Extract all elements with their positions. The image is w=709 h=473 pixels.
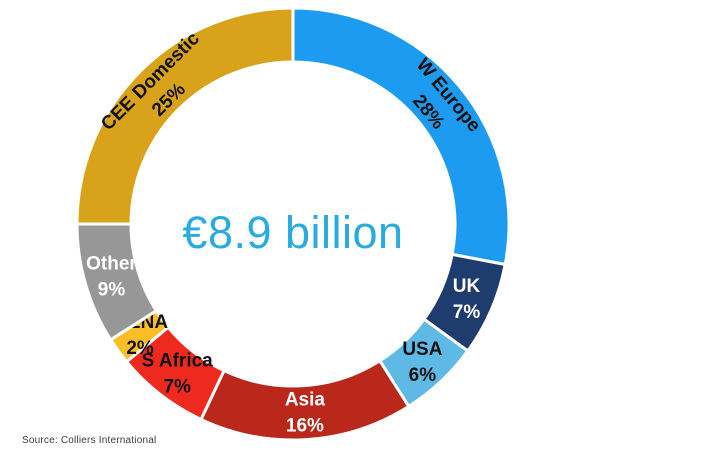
- segment-label-asia: Asia 16%: [285, 390, 326, 437]
- segment-label-usa: USA 6%: [402, 339, 442, 386]
- segment-cee-domestic: [75, 6, 295, 226]
- segment-w-europe: [291, 6, 511, 266]
- segment-label-s-africa: S Africa 7%: [142, 350, 214, 397]
- chart-center-total: €8.9 billion: [182, 207, 404, 258]
- segment-label-other: Other 9%: [86, 254, 137, 301]
- source-note: Source: Colliers International: [22, 435, 157, 446]
- segment-label-uk: UK 7%: [453, 276, 481, 323]
